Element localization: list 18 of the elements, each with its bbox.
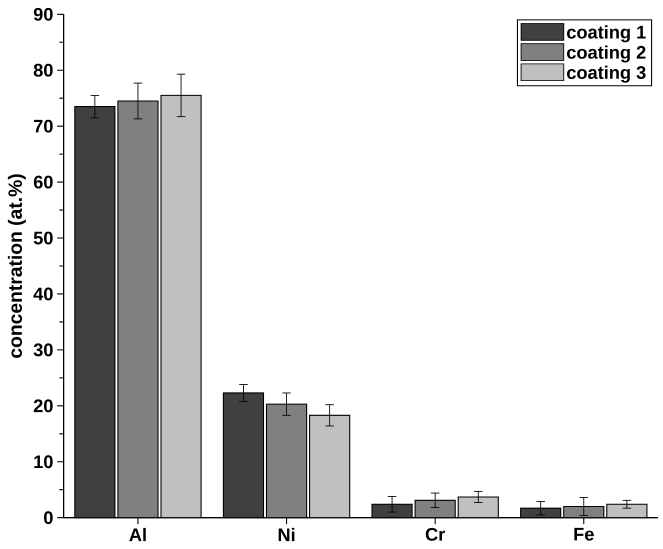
y-tick-label: 50 [34,232,53,245]
y-tick-label: 30 [34,343,53,356]
y-tick-label: 60 [34,176,53,189]
legend-label: coating 2 [567,45,646,63]
y-tick-label: 20 [34,399,53,412]
y-tick-label: 80 [34,64,53,77]
x-tick-label: Al [129,528,146,542]
y-tick-label: 90 [34,8,53,21]
x-tick-label: Ni [278,528,294,542]
x-tick-label: Fe [574,528,594,541]
y-axis-title: concentration (at.%) [8,174,26,358]
y-tick-label: 70 [34,120,53,133]
legend-label: coating 1 [567,25,646,42]
y-tick-label: 10 [34,455,53,468]
y-tick-label: 40 [33,288,53,300]
legend-label: coating 3 [567,66,646,83]
x-tick-label: Cr [426,528,445,541]
y-tick-label: 0 [44,511,53,524]
